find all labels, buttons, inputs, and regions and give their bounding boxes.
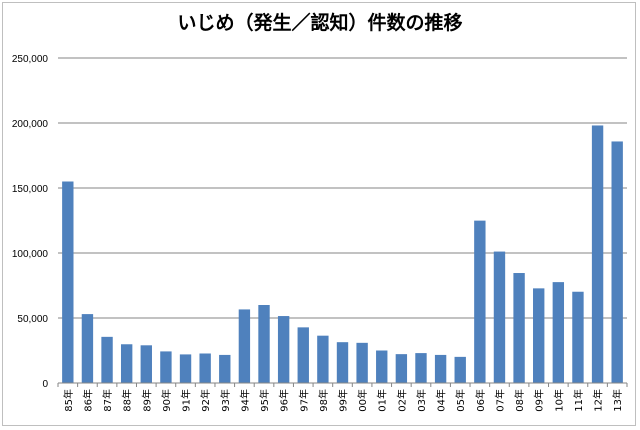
bar bbox=[572, 291, 584, 383]
x-tick-label: 13年 bbox=[611, 389, 624, 412]
bar bbox=[336, 342, 349, 383]
x-tick-label: 03年 bbox=[415, 389, 428, 412]
x-tick-label: 94年 bbox=[238, 389, 251, 412]
bar bbox=[552, 282, 565, 383]
x-tick-label: 86年 bbox=[81, 389, 94, 412]
x-tick-label: 98年 bbox=[317, 389, 330, 412]
bar bbox=[297, 327, 309, 383]
bar bbox=[454, 356, 466, 383]
bars bbox=[62, 125, 623, 383]
axes bbox=[57, 382, 628, 387]
x-tick-label: 96年 bbox=[278, 389, 291, 412]
x-tick-label: 10年 bbox=[552, 389, 565, 412]
x-tick-label: 06年 bbox=[474, 389, 487, 412]
bar bbox=[120, 344, 133, 383]
x-tick-label: 09年 bbox=[533, 389, 546, 412]
x-tick-label: 97年 bbox=[297, 389, 310, 412]
y-tick-label: 0 bbox=[42, 379, 48, 390]
y-tick-label: 100,000 bbox=[12, 249, 49, 260]
bar bbox=[81, 314, 94, 383]
y-tick-label: 200,000 bbox=[12, 119, 49, 130]
x-tick-label: 88年 bbox=[121, 389, 134, 412]
x-tick-label: 90年 bbox=[160, 389, 173, 412]
bar bbox=[62, 181, 74, 383]
bar bbox=[434, 354, 447, 383]
bar bbox=[533, 288, 545, 383]
x-tick-label: 91年 bbox=[180, 389, 193, 412]
x-tick-label: 08年 bbox=[513, 389, 526, 412]
bar bbox=[101, 336, 113, 383]
bar bbox=[317, 335, 329, 383]
bar bbox=[179, 354, 192, 383]
y-tick-label: 250,000 bbox=[12, 54, 49, 65]
x-tick-label: 95年 bbox=[258, 389, 271, 412]
y-tick-label: 50,000 bbox=[17, 314, 48, 325]
x-tick-label: 92年 bbox=[199, 389, 212, 412]
bar bbox=[140, 345, 152, 383]
bar bbox=[277, 316, 290, 383]
x-tick-label: 01年 bbox=[376, 389, 389, 412]
x-tick-label: 02年 bbox=[395, 389, 408, 412]
bar bbox=[591, 125, 604, 383]
bar bbox=[493, 251, 506, 383]
chart-title: いじめ（発生／認知）件数の推移 bbox=[177, 12, 463, 34]
x-tick-label: 93年 bbox=[219, 389, 232, 412]
x-tick-label: 87年 bbox=[101, 389, 114, 412]
x-tick-label: 00年 bbox=[356, 389, 369, 412]
bar bbox=[238, 309, 251, 383]
bar bbox=[395, 354, 408, 383]
x-tick-label: 99年 bbox=[337, 389, 350, 412]
bar bbox=[219, 354, 231, 383]
bar bbox=[376, 350, 388, 383]
x-tick-label: 12年 bbox=[592, 389, 605, 412]
bar bbox=[356, 342, 368, 383]
bar bbox=[160, 351, 172, 383]
x-tick-label: 11年 bbox=[572, 389, 585, 412]
y-tick-labels: 0 50,000 100,000 150,000 200,000 250,000 bbox=[12, 54, 49, 390]
bar bbox=[513, 273, 525, 383]
x-tick-label: 04年 bbox=[435, 389, 448, 412]
x-tick-label: 05年 bbox=[454, 389, 467, 412]
x-tick-label: 85年 bbox=[62, 389, 75, 412]
gridlines bbox=[58, 57, 627, 319]
bar bbox=[415, 353, 427, 383]
x-tick-label: 07年 bbox=[493, 389, 506, 412]
x-tick-labels: 85年 86年 87年 88年 89年 90年 91年 92年 93年 94年 95年 96年 97年 9… bbox=[62, 389, 624, 412]
y-tick-label: 150,000 bbox=[12, 184, 49, 195]
x-tick-label: 89年 bbox=[140, 389, 153, 412]
bar bbox=[258, 305, 270, 383]
bar bbox=[611, 141, 623, 383]
bar bbox=[474, 220, 486, 383]
bar bbox=[199, 353, 211, 383]
